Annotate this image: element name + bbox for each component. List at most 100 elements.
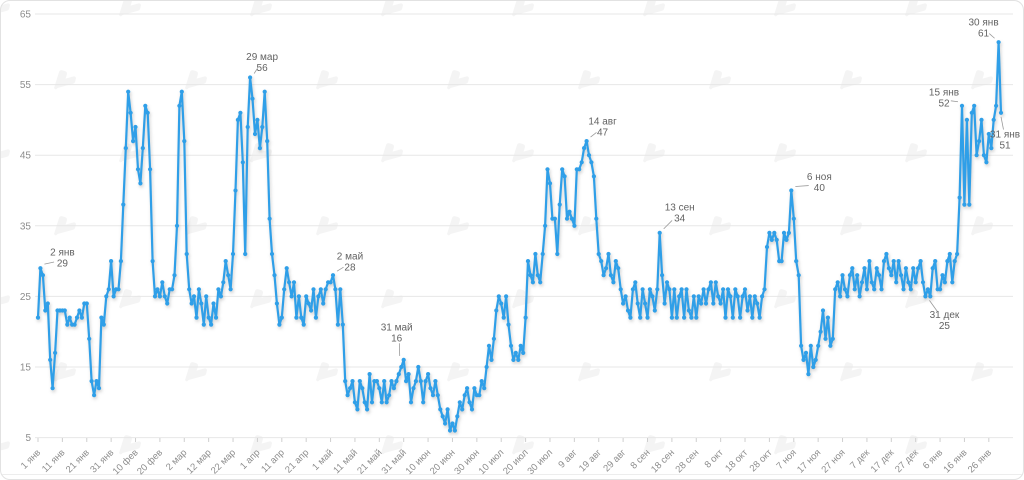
data-point[interactable] [950,280,955,285]
data-point[interactable] [352,400,357,405]
data-point[interactable] [450,421,455,426]
data-point[interactable] [901,287,906,292]
data-point[interactable] [872,287,877,292]
data-point[interactable] [655,287,660,292]
data-point[interactable] [857,294,862,299]
data-point[interactable] [584,139,589,144]
data-point[interactable] [87,336,92,341]
data-point[interactable] [645,315,650,320]
data-point[interactable] [682,315,687,320]
data-point[interactable] [516,357,521,362]
data-point[interactable] [274,301,279,306]
data-point[interactable] [206,315,211,320]
data-point[interactable] [135,167,141,172]
data-point[interactable] [367,372,372,377]
data-point[interactable] [547,181,553,186]
data-point[interactable] [728,294,733,299]
data-point[interactable] [608,273,614,278]
data-point[interactable] [128,110,133,115]
data-point[interactable] [126,89,131,94]
data-point[interactable] [355,407,360,412]
data-point[interactable] [721,287,726,292]
data-point[interactable] [191,294,197,299]
data-point[interactable] [611,280,616,285]
data-point[interactable] [716,294,721,299]
data-point[interactable] [889,273,894,278]
data-point[interactable] [981,153,987,158]
data-point[interactable] [852,287,857,292]
data-point[interactable] [201,322,206,327]
data-point[interactable] [187,287,192,292]
data-point[interactable] [243,251,248,257]
data-point[interactable] [796,273,801,278]
data-point[interactable] [691,294,696,299]
data-point[interactable] [213,315,219,320]
data-point[interactable] [733,287,738,292]
data-point[interactable] [521,350,526,355]
data-point[interactable] [579,160,584,165]
data-point[interactable] [535,273,540,278]
data-point[interactable] [299,315,304,320]
data-point[interactable] [477,393,482,398]
data-point[interactable] [40,273,46,278]
data-point[interactable] [330,273,336,278]
data-point[interactable] [991,117,996,122]
data-point[interactable] [577,167,582,172]
data-point[interactable] [784,237,789,242]
data-point[interactable] [396,372,401,377]
data-point[interactable] [930,266,935,271]
data-point[interactable] [774,237,779,242]
data-point[interactable] [677,294,682,299]
data-point[interactable] [265,139,270,144]
data-point[interactable] [467,400,472,405]
data-point[interactable] [557,202,562,207]
data-point[interactable] [221,280,226,285]
data-point[interactable] [808,343,813,348]
data-point[interactable] [433,379,438,384]
data-point[interactable] [116,287,121,292]
data-point[interactable] [742,287,748,292]
data-point[interactable] [630,287,636,292]
data-point[interactable] [869,280,874,285]
data-point[interactable] [435,393,440,398]
data-point[interactable] [357,379,362,384]
data-point[interactable] [528,273,533,278]
data-point[interactable] [828,343,833,348]
data-point[interactable] [140,146,145,151]
data-point[interactable] [735,294,740,299]
data-point[interactable] [755,301,760,306]
data-point[interactable] [287,280,292,285]
data-point[interactable] [643,301,648,306]
data-point[interactable] [109,259,114,264]
data-point[interactable] [301,322,306,327]
data-point[interactable] [277,322,282,327]
data-point[interactable] [862,266,867,271]
data-point[interactable] [79,315,84,320]
data-point[interactable] [228,287,233,292]
data-point[interactable] [847,273,853,278]
data-point[interactable] [443,421,448,426]
data-point[interactable] [908,287,913,292]
data-point[interactable] [267,216,272,221]
data-point[interactable] [411,386,416,391]
data-point[interactable] [825,315,831,320]
data-point[interactable] [750,315,755,320]
data-point[interactable] [53,350,58,355]
data-point[interactable] [501,315,506,320]
data-point[interactable] [669,315,675,320]
data-point[interactable] [747,294,753,299]
data-point[interactable] [92,393,97,398]
data-point[interactable] [845,294,850,299]
data-point[interactable] [250,96,255,101]
data-point[interactable] [513,350,518,355]
data-point[interactable] [111,294,116,299]
data-point[interactable] [309,308,314,313]
data-point[interactable] [820,308,826,313]
data-point[interactable] [279,315,284,320]
data-point[interactable] [894,280,899,285]
data-point[interactable] [218,294,223,299]
data-point[interactable] [799,343,804,348]
data-point[interactable] [486,343,492,348]
data-point[interactable] [72,322,77,327]
data-point[interactable] [426,372,431,377]
